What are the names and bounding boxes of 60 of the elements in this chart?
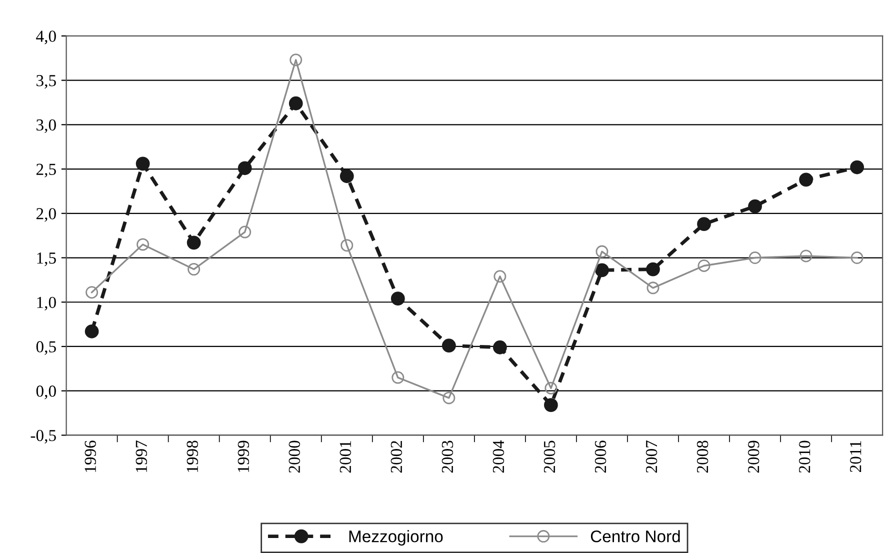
point [392,371,404,384]
y-tick-label: 4,0 [36,30,56,44]
legend-label: Mezzogiorno [349,530,443,546]
x-tick-label: 1999 [238,440,250,472]
point [698,259,710,272]
point [596,245,608,258]
x-tick-label: 1998 [186,440,198,472]
point [850,252,864,264]
point [800,250,812,262]
point [290,54,302,66]
point [544,398,558,412]
point [442,338,456,353]
point [390,292,405,306]
y-tick-label: 2,5 [36,164,56,178]
x-tick-label: 2011 [850,441,862,472]
x-tick-label: 1997 [136,440,147,472]
y-tick-label: 0,5 [36,341,56,355]
point [442,392,456,404]
y-tick-label: 2,0 [36,208,56,222]
point [238,161,252,176]
point [188,263,200,276]
legend-label: Centro Nord [590,530,680,542]
point [288,96,303,110]
point [238,226,252,238]
point [646,282,660,294]
y-tick-label: 3,5 [36,75,56,89]
x-tick-label: 1996 [84,440,96,472]
x-tick-label: 2002 [390,440,402,473]
x-tick-label: 2000 [288,440,300,473]
point [748,199,762,214]
point [340,169,354,184]
point [136,238,150,251]
x-tick-label: 2008 [696,440,708,473]
point [340,239,354,252]
x-tick-label: 2003 [442,440,454,473]
x-tick-label: 2009 [748,440,760,473]
point [799,172,813,187]
x-tick-label: 2001 [340,441,352,473]
point [86,286,98,299]
x-tick-label: 2005 [544,440,556,473]
y-tick-label: 1,5 [37,252,56,266]
x-tick-label: 2004 [492,440,504,473]
point [748,252,762,264]
point [850,160,864,174]
y-tick-label: 1,0 [37,296,56,310]
y-tick-label: -0,5 [30,430,56,444]
y-tick-label: 3,0 [36,119,56,134]
point [492,340,507,354]
point [84,324,99,338]
x-tick-label: 2007 [646,440,658,473]
point [544,382,558,394]
point [186,236,201,250]
point [697,217,711,231]
point [136,156,150,171]
x-tick-label: 2006 [594,440,606,473]
point [494,270,506,283]
point [595,263,609,278]
point [646,262,660,276]
y-tick-label: 0,0 [36,386,56,400]
x-tick-label: 2010 [798,440,810,473]
